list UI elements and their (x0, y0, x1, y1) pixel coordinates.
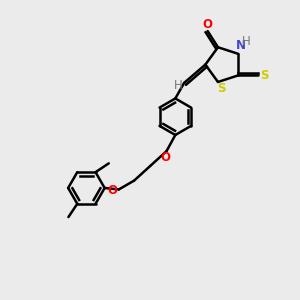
Text: H: H (242, 35, 251, 48)
Text: H: H (174, 79, 183, 92)
Text: N: N (236, 39, 246, 52)
Text: O: O (107, 184, 117, 197)
Text: S: S (260, 69, 268, 82)
Text: S: S (217, 82, 225, 95)
Text: O: O (160, 151, 170, 164)
Text: O: O (203, 18, 213, 31)
